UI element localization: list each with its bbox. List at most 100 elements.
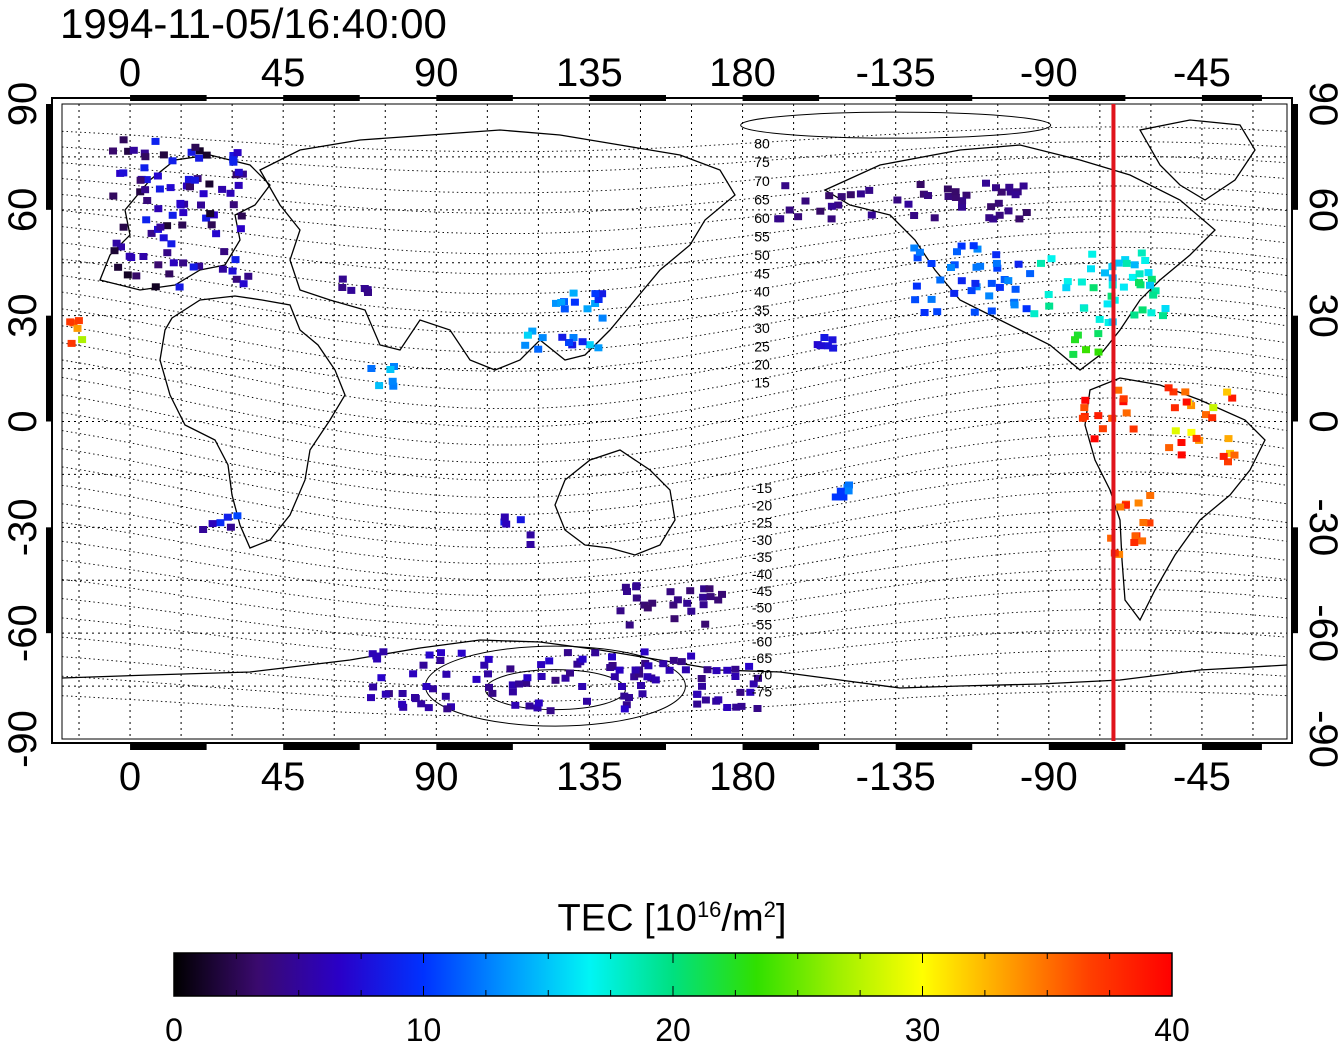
tec-sample	[1077, 278, 1086, 286]
top-lon-tick-label: 135	[556, 51, 623, 95]
top-axis-bar	[1048, 95, 1126, 101]
magnetic-latitude-label: -45	[752, 583, 772, 599]
tec-sample	[119, 169, 128, 177]
tec-sample	[1062, 284, 1071, 292]
left-lat-tick-label: -90	[1, 710, 45, 768]
tec-sample	[1119, 283, 1128, 291]
tec-sample	[73, 324, 82, 332]
tec-sample	[528, 327, 537, 335]
left-axis-bar	[46, 315, 52, 422]
tec-sample	[669, 601, 678, 609]
tec-sample	[375, 382, 384, 390]
tec-sample	[608, 653, 616, 661]
tec-sample	[640, 648, 649, 656]
magnetic-latitude-label: 15	[754, 374, 770, 390]
top-axis-bar	[1201, 95, 1262, 101]
tec-sample	[239, 280, 248, 288]
magnetic-latitude-label: 25	[754, 338, 770, 354]
tec-sample	[591, 649, 600, 657]
tec-sample	[637, 682, 645, 689]
magnetic-latitude-labels: 80 75 70 65 60 55 50 45 40 35 30 25 20 15 -15-20 -25-30…	[752, 136, 772, 700]
tec-sample	[223, 513, 232, 521]
tec-sample	[189, 263, 198, 271]
tec-sample	[1146, 492, 1155, 499]
tec-sample	[712, 667, 721, 675]
tec-sample	[594, 296, 603, 303]
tec-sample	[139, 253, 148, 260]
tec-sample	[472, 675, 481, 683]
tec-sample	[677, 658, 686, 666]
tec-sample	[943, 185, 952, 193]
tec-sample	[1069, 350, 1078, 358]
right-lat-tick-label: -90	[1301, 710, 1344, 768]
tec-sample	[110, 247, 119, 255]
tec-sample	[992, 184, 1000, 192]
right-lat-tick-label: 60	[1301, 188, 1344, 233]
tec-sample	[1147, 309, 1156, 317]
tec-sample	[422, 683, 431, 690]
tec-sample	[829, 344, 838, 352]
top-lon-tick-label: 0	[119, 51, 141, 95]
tec-sample	[785, 206, 794, 214]
tec-sample	[823, 342, 832, 350]
magnetic-latitude-label: 40	[754, 284, 770, 300]
tec-sample	[338, 275, 347, 283]
tec-sample	[231, 256, 240, 264]
tec-sample	[1161, 305, 1170, 312]
tec-sample	[687, 607, 696, 615]
top-axis-bar	[436, 95, 513, 101]
tec-sample	[234, 168, 243, 176]
tec-sample	[1019, 182, 1028, 190]
tec-sample	[723, 666, 732, 674]
tec-sample	[844, 487, 853, 495]
bottom-lon-tick-label: 0	[119, 755, 141, 799]
tec-sample	[1170, 404, 1179, 412]
tec-sample	[995, 283, 1004, 291]
tec-sample	[195, 262, 204, 270]
tec-sample	[484, 655, 493, 663]
tec-sample	[1090, 435, 1099, 443]
tec-sample	[119, 136, 128, 144]
tec-sample	[737, 702, 746, 710]
tec-sample	[526, 541, 535, 548]
tec-sample	[1080, 304, 1089, 312]
axis-tick-labels: 0045459090135135180180-135-135-90-90-45-…	[1, 51, 1344, 799]
tec-sample	[801, 197, 810, 205]
magnetic-latitude-label: -75	[752, 683, 772, 699]
tec-sample	[143, 197, 152, 204]
colorbar-title-unit: /m	[721, 897, 764, 940]
bottom-lon-tick-label: 90	[414, 755, 459, 799]
tec-sample	[706, 593, 715, 601]
tec-sample	[500, 513, 509, 521]
tec-sample	[714, 596, 723, 604]
tec-sample	[837, 193, 846, 201]
tec-sample	[563, 649, 572, 657]
tec-sample	[1182, 398, 1191, 406]
right-axis-bar	[1292, 104, 1298, 210]
tec-sample	[1115, 550, 1124, 558]
top-axis-bar	[130, 95, 207, 101]
tec-sample	[205, 180, 214, 188]
tec-sample	[971, 279, 980, 287]
tec-sample	[1131, 532, 1140, 540]
tec-sample	[368, 650, 377, 658]
tec-sample	[141, 186, 150, 194]
tec-sample	[202, 151, 211, 159]
tec-sample	[951, 188, 960, 196]
tec-sample	[831, 493, 840, 501]
magnetic-latitude-label: 30	[754, 320, 770, 336]
asia-outline	[259, 129, 736, 371]
tec-sample	[424, 704, 433, 712]
tec-sample	[1122, 409, 1131, 417]
magnetic-latitude-label: 75	[754, 154, 770, 170]
tec-sample	[165, 270, 174, 278]
magnetic-contour	[61, 433, 1288, 515]
tec-sample	[516, 516, 525, 524]
magnetic-contour	[61, 262, 1288, 334]
magnetic-latitude-label: 50	[754, 247, 770, 263]
tec-sample	[125, 252, 134, 260]
magnetic-contour	[61, 379, 1288, 464]
tec-sample	[936, 276, 945, 284]
tec-sample	[207, 221, 216, 229]
tec-sample	[1177, 439, 1186, 446]
